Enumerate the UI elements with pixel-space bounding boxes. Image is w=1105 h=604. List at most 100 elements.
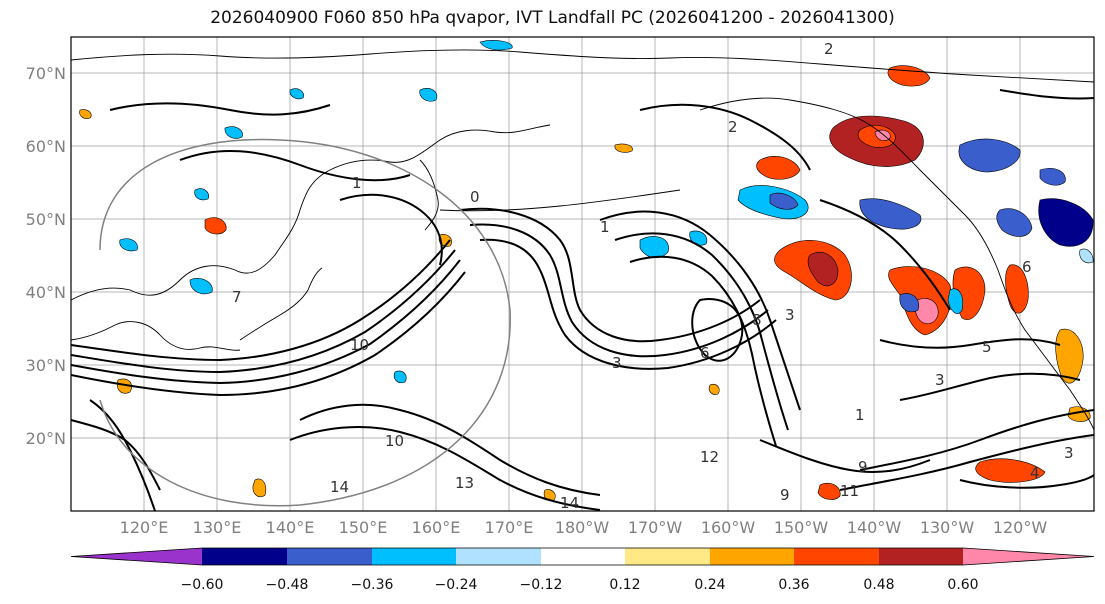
contour-line (879, 338, 1061, 349)
contour-line (859, 409, 1094, 471)
lat-label: 50°N (26, 210, 66, 229)
contour-label: 13 (455, 474, 474, 492)
lon-label: 150°E (339, 518, 388, 537)
colorbar-outline (70, 547, 1095, 566)
lon-label: 160°E (412, 518, 461, 537)
contour-label: 9 (858, 458, 868, 476)
fill-patch (117, 378, 132, 394)
qvapor-anomaly-fills (79, 40, 1094, 501)
contour-label: 3 (935, 371, 945, 389)
coastline-arctic (71, 49, 1094, 83)
colorbar-tick-label: −0.60 (181, 577, 224, 593)
colorbar-tick-label: −0.48 (266, 577, 309, 593)
lat-label: 40°N (26, 283, 66, 302)
fill-patch (194, 188, 209, 201)
fill-patch (204, 217, 227, 235)
fill-patch (1055, 328, 1084, 384)
contour-line (479, 238, 777, 370)
lat-label: 30°N (26, 356, 66, 375)
lon-label: 140°E (266, 518, 315, 537)
contour-label: 0 (470, 188, 480, 206)
colorbar-extend-min (71, 548, 202, 565)
contour-line (109, 102, 331, 116)
lat-label: 60°N (26, 137, 66, 156)
fill-patch (807, 251, 839, 286)
lon-label: 150°W (774, 518, 829, 537)
fill-patch (887, 65, 931, 87)
contour-line (614, 232, 789, 431)
colorbar-segment (456, 548, 542, 565)
contour-line (71, 249, 456, 374)
contour-label: 3 (612, 354, 622, 372)
lon-label: 160°W (701, 518, 756, 537)
fill-patch (479, 40, 513, 51)
coastline-asia-south (71, 321, 241, 351)
plot-frame (70, 36, 1095, 512)
contour-label: 11 (840, 482, 859, 500)
fill-patch (252, 478, 267, 498)
fill-patch (1005, 264, 1029, 314)
colorbar-segment (287, 548, 373, 565)
fill-patch (1039, 168, 1066, 186)
contour-label: 14 (330, 478, 349, 496)
contour-label: 9 (780, 486, 790, 504)
colorbar-segment (625, 548, 711, 565)
lon-label: 170°W (628, 518, 683, 537)
contour-line (759, 439, 931, 473)
fill-patch (119, 238, 138, 252)
contour-line (639, 103, 811, 171)
contour-label: 7 (232, 288, 242, 306)
fill-patch (1079, 248, 1094, 264)
lon-label: 120°W (993, 518, 1048, 537)
lon-label: 120°E (120, 518, 169, 537)
contour-line (459, 207, 761, 343)
contour-line (179, 149, 411, 182)
contour-label: 10 (350, 336, 369, 354)
fill-patch (947, 288, 963, 314)
coastline-japan (239, 267, 323, 341)
coastline-north-america (964, 214, 1094, 431)
contour-line (469, 223, 769, 358)
contour-label: 1 (352, 174, 362, 192)
coastline-aleutians (439, 189, 681, 212)
lon-label: 180°W (555, 518, 610, 537)
contour-line (289, 425, 601, 511)
fill-patch (769, 192, 799, 210)
fill-patch (975, 458, 1046, 483)
colorbar-tick-label: 0.36 (778, 577, 809, 593)
contour-line (599, 210, 801, 411)
contour-label: 2 (728, 118, 738, 136)
colorbar-tick-labels: −0.60 −0.48 −0.36 −0.24 −0.12 0.12 0.24 … (181, 577, 979, 593)
colorbar-segment (541, 548, 626, 565)
contour-labels: 0 1 1 1 2 2 3 3 3 3 4 5 6 6 7 8 9 9 10 1… (232, 40, 1074, 512)
latitude-labels: 70°N 60°N 50°N 40°N 30°N 20°N (26, 64, 66, 448)
colorbar-tick-label: −0.36 (351, 577, 394, 593)
contour-line (71, 259, 461, 385)
contour-line (959, 474, 1094, 489)
coastlines (71, 49, 1094, 431)
lon-label: 140°W (847, 518, 902, 537)
fill-patch (189, 278, 213, 295)
lon-label: 130°E (193, 518, 242, 537)
contour-label: 4 (1030, 464, 1040, 482)
fill-patch (639, 236, 669, 259)
lat-label: 20°N (26, 429, 66, 448)
fill-patch (289, 88, 304, 100)
fill-patch (419, 88, 438, 102)
fill-patch (543, 489, 556, 501)
great-circle-arc (99, 138, 511, 507)
contour-line (71, 271, 466, 397)
contour-line (71, 419, 161, 491)
fill-patch (1038, 198, 1094, 247)
contour-line (691, 298, 744, 362)
coastline-asia (71, 124, 551, 301)
contour-label: 14 (560, 494, 579, 512)
contour-label: 6 (1022, 258, 1032, 276)
contour-label: 12 (700, 448, 719, 466)
contour-label: 3 (785, 306, 795, 324)
colorbar-extend-max (963, 548, 1094, 565)
fill-patch (958, 138, 1021, 173)
colorbar-segment (794, 548, 880, 565)
colorbar-tick-label: 0.12 (609, 577, 640, 593)
